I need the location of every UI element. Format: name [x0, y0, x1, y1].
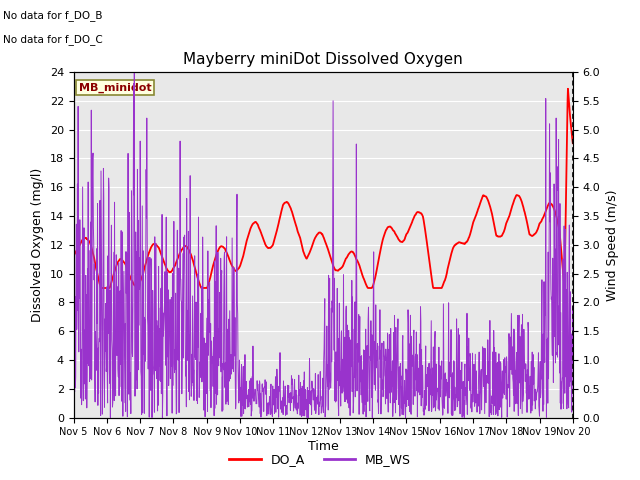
Y-axis label: Wind Speed (m/s): Wind Speed (m/s): [606, 189, 619, 300]
X-axis label: Time: Time: [308, 440, 339, 453]
Legend: DO_A, MB_WS: DO_A, MB_WS: [224, 448, 416, 471]
Text: No data for f_DO_C: No data for f_DO_C: [3, 34, 103, 45]
Text: MB_minidot: MB_minidot: [79, 83, 151, 93]
Title: Mayberry miniDot Dissolved Oxygen: Mayberry miniDot Dissolved Oxygen: [183, 52, 463, 67]
Y-axis label: Dissolved Oxygen (mg/l): Dissolved Oxygen (mg/l): [31, 168, 44, 322]
Text: No data for f_DO_B: No data for f_DO_B: [3, 10, 102, 21]
